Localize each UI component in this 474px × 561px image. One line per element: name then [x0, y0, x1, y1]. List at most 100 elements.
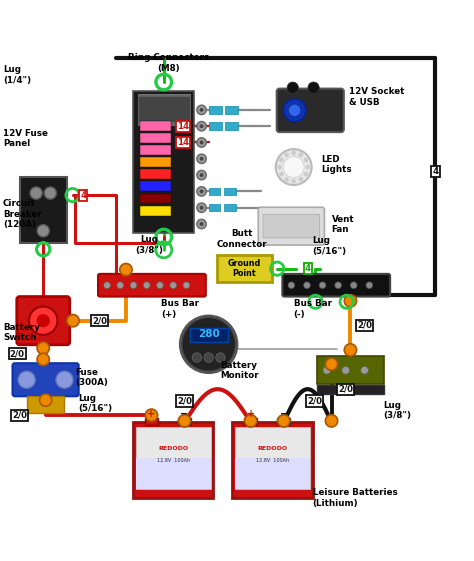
- FancyBboxPatch shape: [19, 177, 67, 243]
- Text: Ground
Point: Ground Point: [228, 259, 261, 278]
- Text: +: +: [246, 408, 255, 419]
- Bar: [140, 121, 171, 131]
- Bar: [209, 204, 220, 211]
- Text: 14: 14: [177, 138, 189, 147]
- Text: 12V Socket
& USB: 12V Socket & USB: [349, 88, 404, 107]
- Circle shape: [29, 306, 57, 335]
- Circle shape: [18, 371, 35, 388]
- Circle shape: [200, 222, 203, 226]
- Text: Lug
(1/4"): Lug (1/4"): [3, 65, 31, 85]
- Circle shape: [308, 82, 319, 93]
- Bar: [209, 188, 220, 195]
- FancyBboxPatch shape: [235, 427, 310, 489]
- FancyBboxPatch shape: [136, 458, 210, 489]
- Text: Circuit
Breaker
(120A): Circuit Breaker (120A): [3, 199, 42, 229]
- Text: 2/0: 2/0: [357, 321, 372, 330]
- Circle shape: [278, 415, 290, 427]
- Text: 2/0: 2/0: [12, 411, 27, 420]
- FancyBboxPatch shape: [136, 427, 210, 489]
- Circle shape: [120, 264, 132, 276]
- Circle shape: [182, 318, 235, 371]
- Circle shape: [200, 157, 203, 160]
- Circle shape: [350, 282, 357, 288]
- Circle shape: [287, 82, 299, 93]
- Circle shape: [325, 415, 337, 427]
- Circle shape: [304, 158, 309, 162]
- Circle shape: [366, 282, 373, 288]
- Bar: [244, 417, 257, 425]
- FancyBboxPatch shape: [258, 207, 324, 245]
- Circle shape: [344, 344, 356, 356]
- Circle shape: [304, 282, 310, 288]
- Text: Battery
Switch: Battery Switch: [3, 323, 40, 342]
- Circle shape: [283, 157, 304, 177]
- Text: Battery
Monitor: Battery Monitor: [220, 361, 259, 380]
- Text: 2/0: 2/0: [92, 316, 108, 325]
- Bar: [178, 417, 191, 425]
- FancyBboxPatch shape: [17, 297, 70, 345]
- Text: 2/0: 2/0: [338, 385, 353, 394]
- Circle shape: [204, 353, 213, 362]
- Bar: [209, 106, 222, 114]
- Circle shape: [200, 190, 203, 194]
- Text: REDODO: REDODO: [158, 446, 188, 451]
- Circle shape: [216, 353, 225, 362]
- Circle shape: [36, 314, 50, 327]
- Text: REDODO: REDODO: [257, 446, 288, 451]
- Text: 2/0: 2/0: [177, 397, 192, 406]
- Circle shape: [197, 154, 206, 163]
- Circle shape: [37, 342, 49, 354]
- Bar: [140, 169, 171, 180]
- Bar: [145, 417, 158, 425]
- Text: 4: 4: [432, 167, 438, 176]
- Text: 4: 4: [305, 264, 311, 273]
- Circle shape: [325, 358, 337, 370]
- Circle shape: [319, 282, 326, 288]
- Circle shape: [130, 282, 137, 288]
- FancyBboxPatch shape: [98, 274, 206, 297]
- Text: 280: 280: [198, 329, 219, 339]
- Circle shape: [292, 179, 296, 183]
- Circle shape: [104, 282, 110, 288]
- Circle shape: [197, 122, 206, 131]
- Circle shape: [197, 105, 206, 114]
- Circle shape: [289, 105, 301, 116]
- Text: LED
Lights: LED Lights: [321, 155, 352, 174]
- Bar: [140, 134, 171, 143]
- Text: 4: 4: [80, 191, 86, 200]
- FancyBboxPatch shape: [235, 458, 310, 489]
- Circle shape: [146, 409, 157, 421]
- Circle shape: [283, 99, 306, 122]
- Circle shape: [144, 282, 150, 288]
- FancyBboxPatch shape: [217, 255, 272, 282]
- Circle shape: [284, 153, 289, 157]
- Text: 12.8V  100Ah: 12.8V 100Ah: [156, 458, 190, 463]
- Circle shape: [197, 171, 206, 180]
- FancyBboxPatch shape: [133, 91, 194, 233]
- Text: 2/0: 2/0: [10, 350, 25, 358]
- Text: +: +: [147, 408, 155, 419]
- Text: −: −: [280, 408, 288, 419]
- Circle shape: [56, 371, 73, 388]
- Circle shape: [197, 187, 206, 196]
- Bar: [140, 194, 171, 204]
- Circle shape: [170, 282, 176, 288]
- Circle shape: [156, 282, 163, 288]
- Circle shape: [37, 353, 49, 366]
- Circle shape: [342, 366, 349, 374]
- Bar: [224, 188, 236, 195]
- FancyBboxPatch shape: [318, 385, 383, 394]
- FancyBboxPatch shape: [190, 328, 228, 342]
- Text: 2/0: 2/0: [307, 397, 322, 406]
- Circle shape: [245, 415, 257, 427]
- Circle shape: [200, 125, 203, 128]
- Bar: [138, 94, 190, 125]
- FancyBboxPatch shape: [232, 422, 313, 498]
- Circle shape: [39, 394, 52, 406]
- Bar: [140, 145, 171, 155]
- Text: Lug
(3/8"): Lug (3/8"): [383, 401, 411, 420]
- Circle shape: [197, 138, 206, 147]
- Bar: [225, 122, 238, 130]
- Circle shape: [180, 316, 237, 373]
- Circle shape: [304, 172, 309, 177]
